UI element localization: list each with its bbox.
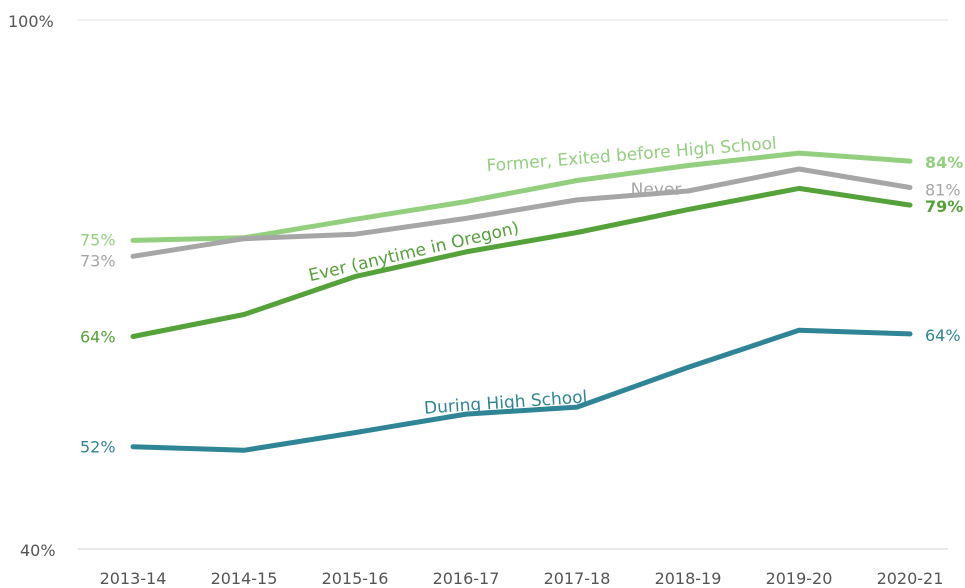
y-tick-label-min: 40% xyxy=(20,541,56,560)
y-tick-label-max: 100% xyxy=(8,12,54,31)
series-line-during xyxy=(130,327,913,453)
x-axis-tick-labels: 2013-14 2014-15 2015-16 2016-17 2017-18 2018-… xyxy=(100,569,944,588)
end-value-label-during: 64% xyxy=(925,326,961,345)
series-line-ever xyxy=(130,185,913,339)
series-name-label-never: Never xyxy=(631,180,682,200)
start-value-label-never: 73% xyxy=(80,251,116,270)
series-name-label-former: Former, Exited before High School xyxy=(486,134,778,177)
end-value-label-never: 81% xyxy=(925,181,961,200)
x-tick-label: 2014-15 xyxy=(211,569,278,588)
series-line-former xyxy=(130,150,913,243)
end-value-label-former: 84% xyxy=(925,153,963,172)
x-tick-label: 2019-20 xyxy=(766,569,833,588)
x-tick-label: 2018-19 xyxy=(655,569,722,588)
series-lines xyxy=(130,150,913,453)
start-value-label-during: 52% xyxy=(80,438,116,457)
series-labels: 75% 84% Former, Exited before High School 7… xyxy=(80,134,963,457)
end-value-label-ever: 79% xyxy=(925,197,963,216)
x-tick-label: 2017-18 xyxy=(544,569,611,588)
x-tick-label: 2016-17 xyxy=(433,569,500,588)
series-name-label-ever: Ever (anytime in Oregon) xyxy=(307,218,521,286)
x-tick-label: 2020-21 xyxy=(877,569,944,588)
x-tick-label: 2015-16 xyxy=(322,569,389,588)
start-value-label-former: 75% xyxy=(80,230,116,249)
series-line-never xyxy=(130,166,913,259)
start-value-label-ever: 64% xyxy=(80,328,116,347)
x-tick-label: 2013-14 xyxy=(100,569,167,588)
